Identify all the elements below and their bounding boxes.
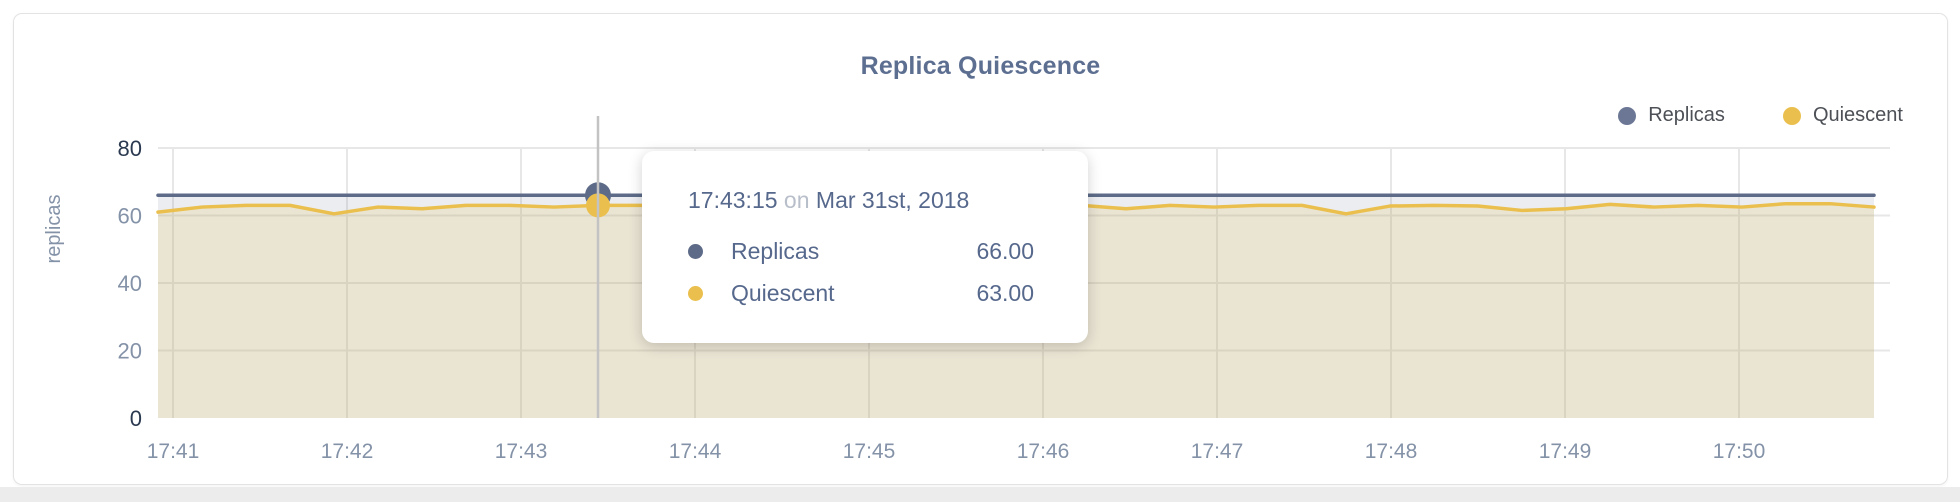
tooltip-row-replicas: Replicas 66.00 — [688, 230, 1034, 272]
tooltip-date: Mar 31st, 2018 — [815, 187, 970, 213]
replicas-dot-icon — [688, 243, 703, 259]
legend-label: Replicas — [1648, 104, 1725, 126]
legend-item-replicas[interactable]: Replicas — [1618, 104, 1725, 127]
x-tick-label: 17:48 — [1365, 440, 1418, 463]
y-tick-label: 0 — [130, 406, 142, 431]
tooltip-series-label: Quiescent — [731, 279, 835, 306]
y-tick-label: 80 — [118, 136, 142, 161]
quiescent-dot-icon — [688, 285, 703, 301]
x-tick-label: 17:50 — [1713, 440, 1766, 463]
tooltip-row-quiescent: Quiescent 63.00 — [688, 272, 1034, 314]
x-tick-label: 17:44 — [669, 440, 722, 463]
x-tick-label: 17:41 — [147, 440, 200, 463]
chart-card: Replica Quiescence 0 20 40 60 80 17:41 17:42 17… — [13, 13, 1948, 485]
x-tick-label: 17:49 — [1539, 440, 1592, 463]
tooltip-series-value: 63.00 — [976, 279, 1034, 306]
hover-tooltip: 17:43:15 on Mar 31st, 2018 Replicas 66.0… — [642, 151, 1088, 343]
page-bottom-strip — [0, 487, 1960, 502]
tooltip-series-label: Replicas — [731, 237, 820, 264]
tooltip-connector: on — [783, 187, 810, 213]
y-tick-label: 60 — [118, 204, 142, 229]
y-tick-label: 40 — [118, 271, 142, 296]
tooltip-timestamp: 17:43:15 on Mar 31st, 2018 — [688, 187, 1034, 214]
legend-item-quiescent[interactable]: Quiescent — [1782, 104, 1903, 127]
y-tick-label: 20 — [118, 339, 142, 364]
quiescent-legend-dot-icon — [1782, 106, 1801, 125]
y-axis-title: replicas — [43, 195, 65, 264]
chart-title: Replica Quiescence — [860, 52, 1101, 80]
x-tick-label: 17:43 — [495, 440, 548, 463]
tooltip-series-value: 66.00 — [976, 237, 1034, 264]
x-tick-label: 17:47 — [1191, 440, 1244, 463]
x-tick-label: 17:45 — [843, 440, 896, 463]
tooltip-time: 17:43:15 — [688, 187, 778, 213]
x-tick-label: 17:46 — [1017, 440, 1070, 463]
replicas-legend-dot-icon — [1618, 106, 1637, 125]
x-tick-label: 17:42 — [321, 440, 374, 463]
legend-label: Quiescent — [1812, 104, 1903, 126]
legend: Replicas Quiescent — [1618, 104, 1903, 127]
